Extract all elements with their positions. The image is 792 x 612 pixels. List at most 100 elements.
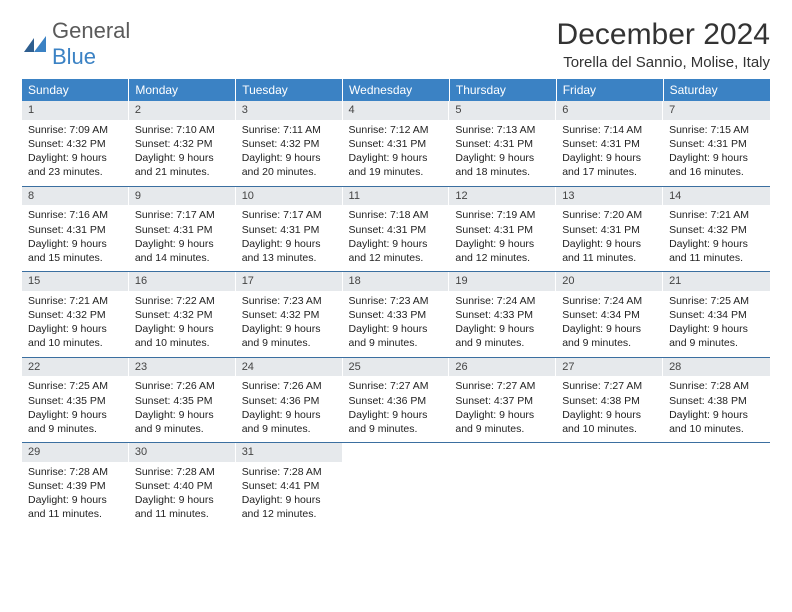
sunset-line: Sunset: 4:35 PM [28,395,106,407]
calendar-cell: 23Sunrise: 7:26 AMSunset: 4:35 PMDayligh… [129,357,236,443]
sunrise-line: Sunrise: 7:21 AM [28,295,108,307]
sunset-line: Sunset: 4:31 PM [562,138,640,150]
day-body: Sunrise: 7:15 AMSunset: 4:31 PMDaylight:… [663,120,770,186]
sunrise-line: Sunrise: 7:13 AM [455,124,535,136]
title-block: December 2024 Torella del Sannio, Molise… [557,18,770,71]
day-body: Sunrise: 7:27 AMSunset: 4:37 PMDaylight:… [449,376,556,442]
day-body: Sunrise: 7:21 AMSunset: 4:32 PMDaylight:… [663,205,770,271]
sunset-line: Sunset: 4:35 PM [135,395,213,407]
sunset-line: Sunset: 4:32 PM [28,138,106,150]
day-number: 9 [129,187,236,206]
calendar-cell: 13Sunrise: 7:20 AMSunset: 4:31 PMDayligh… [556,186,663,272]
sunrise-line: Sunrise: 7:28 AM [669,380,749,392]
day-body: Sunrise: 7:27 AMSunset: 4:36 PMDaylight:… [343,376,450,442]
weekday-header: Friday [556,79,663,101]
location: Torella del Sannio, Molise, Italy [557,54,770,71]
day-number: 16 [129,272,236,291]
daylight-line: Daylight: 9 hours and 19 minutes. [349,152,428,178]
logo-icon [22,32,50,56]
calendar-cell: 3Sunrise: 7:11 AMSunset: 4:32 PMDaylight… [236,101,343,186]
logo-text: General Blue [52,18,130,70]
day-body: Sunrise: 7:23 AMSunset: 4:32 PMDaylight:… [236,291,343,357]
day-body: Sunrise: 7:09 AM Sunset: 4:32 PM Daylight:… [22,120,129,186]
calendar-cell: 5Sunrise: 7:13 AMSunset: 4:31 PMDaylight… [449,101,556,186]
sunset-line: Sunset: 4:34 PM [562,309,640,321]
sunset-line: Sunset: 4:36 PM [242,395,320,407]
daylight-line: Daylight: 9 hours and 9 minutes. [669,323,748,349]
day-number: 26 [449,358,556,377]
calendar-cell: 9Sunrise: 7:17 AMSunset: 4:31 PMDaylight… [129,186,236,272]
daylight-line: Daylight: 9 hours and 12 minutes. [242,494,321,520]
calendar-cell: 26Sunrise: 7:27 AMSunset: 4:37 PMDayligh… [449,357,556,443]
day-number: 25 [343,358,450,377]
day-number: 17 [236,272,343,291]
day-number: 14 [663,187,770,206]
sunrise-line: Sunrise: 7:09 AM [28,124,108,136]
month-title: December 2024 [557,18,770,52]
weekday-header: Wednesday [343,79,450,101]
calendar-cell: 12Sunrise: 7:19 AMSunset: 4:31 PMDayligh… [449,186,556,272]
calendar-cell: 24Sunrise: 7:26 AMSunset: 4:36 PMDayligh… [236,357,343,443]
sunset-line: Sunset: 4:41 PM [242,480,320,492]
day-number: 1 [22,101,129,120]
daylight-line: Daylight: 9 hours and 12 minutes. [349,238,428,264]
calendar-cell: 16Sunrise: 7:22 AMSunset: 4:32 PMDayligh… [129,272,236,358]
day-number: 18 [343,272,450,291]
day-number: 19 [449,272,556,291]
daylight-line: Daylight: 9 hours and 9 minutes. [242,409,321,435]
sunset-line: Sunset: 4:31 PM [242,224,320,236]
day-body: Sunrise: 7:28 AMSunset: 4:38 PMDaylight:… [663,376,770,442]
sunset-line: Sunset: 4:38 PM [562,395,640,407]
page-header: General Blue December 2024 Torella del S… [22,18,770,71]
calendar-week: 29Sunrise: 7:28 AMSunset: 4:39 PMDayligh… [22,443,770,528]
day-body: Sunrise: 7:22 AMSunset: 4:32 PMDaylight:… [129,291,236,357]
sunrise-line: Sunrise: 7:20 AM [562,209,642,221]
calendar-cell [663,443,770,528]
calendar-cell: 21Sunrise: 7:25 AMSunset: 4:34 PMDayligh… [663,272,770,358]
sunrise-line: Sunrise: 7:25 AM [28,380,108,392]
daylight-line: Daylight: 9 hours and 9 minutes. [455,409,534,435]
sunset-line: Sunset: 4:32 PM [135,138,213,150]
daylight-line: Daylight: 9 hours and 9 minutes. [135,409,214,435]
sunrise-line: Sunrise: 7:28 AM [28,466,108,478]
day-body: Sunrise: 7:24 AMSunset: 4:33 PMDaylight:… [449,291,556,357]
logo: General Blue [22,18,130,70]
calendar-cell: 29Sunrise: 7:28 AMSunset: 4:39 PMDayligh… [22,443,129,528]
calendar-cell: 28Sunrise: 7:28 AMSunset: 4:38 PMDayligh… [663,357,770,443]
sunset-line: Sunset: 4:31 PM [28,224,106,236]
calendar-cell: 18Sunrise: 7:23 AMSunset: 4:33 PMDayligh… [343,272,450,358]
daylight-line: Daylight: 9 hours and 23 minutes. [28,152,107,178]
daylight-line: Daylight: 9 hours and 14 minutes. [135,238,214,264]
calendar-cell: 30Sunrise: 7:28 AMSunset: 4:40 PMDayligh… [129,443,236,528]
calendar-week: 1 Sunrise: 7:09 AM Sunset: 4:32 PM Daylight… [22,101,770,186]
day-number: 27 [556,358,663,377]
sunset-line: Sunset: 4:34 PM [669,309,747,321]
daylight-line: Daylight: 9 hours and 9 minutes. [242,323,321,349]
sunset-line: Sunset: 4:37 PM [455,395,533,407]
logo-text-sub: Blue [52,44,96,69]
calendar-cell: 31Sunrise: 7:28 AMSunset: 4:41 PMDayligh… [236,443,343,528]
logo-text-main: General [52,18,130,43]
day-number: 30 [129,443,236,462]
day-body: Sunrise: 7:16 AMSunset: 4:31 PMDaylight:… [22,205,129,271]
day-number: 15 [22,272,129,291]
day-number: 4 [343,101,450,120]
daylight-line: Daylight: 9 hours and 12 minutes. [455,238,534,264]
day-body: Sunrise: 7:23 AMSunset: 4:33 PMDaylight:… [343,291,450,357]
day-body: Sunrise: 7:17 AMSunset: 4:31 PMDaylight:… [129,205,236,271]
sunset-line: Sunset: 4:32 PM [242,138,320,150]
day-body: Sunrise: 7:25 AMSunset: 4:34 PMDaylight:… [663,291,770,357]
sunrise-line: Sunrise: 7:18 AM [349,209,429,221]
sunrise-line: Sunrise: 7:27 AM [562,380,642,392]
sunset-line: Sunset: 4:39 PM [28,480,106,492]
weekday-header: Saturday [663,79,770,101]
day-number: 31 [236,443,343,462]
sunset-line: Sunset: 4:32 PM [28,309,106,321]
daylight-line: Daylight: 9 hours and 13 minutes. [242,238,321,264]
day-body: Sunrise: 7:10 AMSunset: 4:32 PMDaylight:… [129,120,236,186]
calendar-cell: 10Sunrise: 7:17 AMSunset: 4:31 PMDayligh… [236,186,343,272]
sunrise-line: Sunrise: 7:16 AM [28,209,108,221]
weekday-header: Monday [129,79,236,101]
weekday-header: Sunday [22,79,129,101]
sunrise-line: Sunrise: 7:22 AM [135,295,215,307]
